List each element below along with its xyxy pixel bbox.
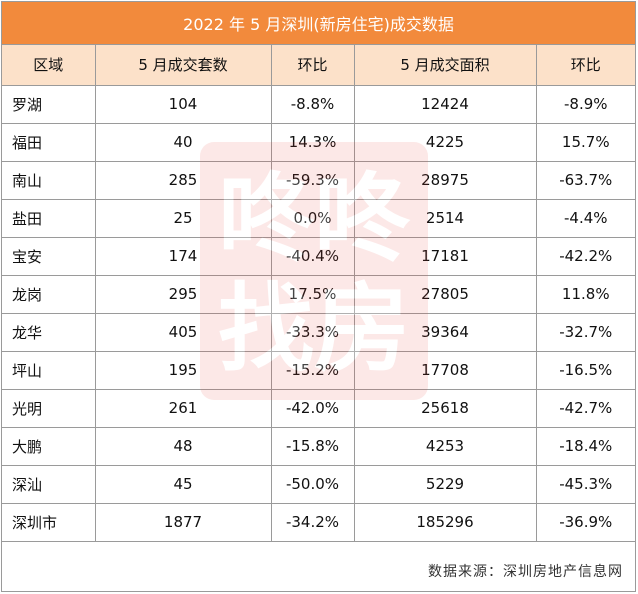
- area-sold-cell: 25618: [353, 388, 537, 428]
- units-mom-cell: -33.3%: [270, 312, 355, 352]
- header-units-sold: 5 月成交套数: [94, 45, 272, 86]
- units-mom-cell: -8.8%: [270, 84, 355, 124]
- area-mom-cell: -42.7%: [535, 388, 635, 428]
- region-cell: 龙华: [2, 312, 96, 352]
- area-sold-cell: 4253: [353, 426, 537, 466]
- area-sold-cell: 2514: [353, 198, 537, 238]
- header-area-sold: 5 月成交面积: [353, 45, 537, 86]
- table-row: 光明 261 -42.0% 25618 -42.7%: [2, 388, 635, 428]
- units-sold-cell: 405: [94, 312, 272, 352]
- area-mom-cell: 15.7%: [535, 122, 635, 162]
- units-mom-cell: -15.2%: [270, 350, 355, 390]
- table-row: 坪山 195 -15.2% 17708 -16.5%: [2, 350, 635, 390]
- region-cell: 龙岗: [2, 274, 96, 314]
- units-sold-cell: 104: [94, 84, 272, 124]
- region-cell: 坪山: [2, 350, 96, 390]
- units-mom-cell: -40.4%: [270, 236, 355, 276]
- units-mom-cell: -15.8%: [270, 426, 355, 466]
- units-mom-cell: -42.0%: [270, 388, 355, 428]
- table-row: 龙华 405 -33.3% 39364 -32.7%: [2, 312, 635, 352]
- area-sold-cell: 39364: [353, 312, 537, 352]
- units-sold-cell: 40: [94, 122, 272, 162]
- units-mom-cell: -59.3%: [270, 160, 355, 200]
- area-sold-cell: 185296: [353, 502, 537, 542]
- table-row: 深圳市 1877 -34.2% 185296 -36.9%: [2, 502, 635, 542]
- area-mom-cell: -32.7%: [535, 312, 635, 352]
- table-row: 罗湖 104 -8.8% 12424 -8.9%: [2, 84, 635, 124]
- units-mom-cell: 17.5%: [270, 274, 355, 314]
- units-mom-cell: 14.3%: [270, 122, 355, 162]
- area-sold-cell: 4225: [353, 122, 537, 162]
- area-mom-cell: -18.4%: [535, 426, 635, 466]
- area-mom-cell: -4.4%: [535, 198, 635, 238]
- area-sold-cell: 12424: [353, 84, 537, 124]
- units-mom-cell: -34.2%: [270, 502, 355, 542]
- table-row: 南山 285 -59.3% 28975 -63.7%: [2, 160, 635, 200]
- units-mom-cell: -50.0%: [270, 464, 355, 504]
- table-row: 深汕 45 -50.0% 5229 -45.3%: [2, 464, 635, 504]
- region-cell: 大鹏: [2, 426, 96, 466]
- area-mom-cell: 11.8%: [535, 274, 635, 314]
- region-cell: 罗湖: [2, 84, 96, 124]
- area-sold-cell: 17181: [353, 236, 537, 276]
- table-row: 福田 40 14.3% 4225 15.7%: [2, 122, 635, 162]
- area-mom-cell: -42.2%: [535, 236, 635, 276]
- area-mom-cell: -8.9%: [535, 84, 635, 124]
- header-region: 区域: [2, 45, 96, 86]
- table-row: 大鹏 48 -15.8% 4253 -18.4%: [2, 426, 635, 466]
- units-sold-cell: 195: [94, 350, 272, 390]
- region-cell: 深圳市: [2, 502, 96, 542]
- area-mom-cell: -63.7%: [535, 160, 635, 200]
- sales-data-table: 区域 5 月成交套数 环比 5 月成交面积 环比 罗湖 104 -8.8% 12424…: [2, 45, 635, 542]
- area-sold-cell: 27805: [353, 274, 537, 314]
- data-source-note: 数据来源：深圳房地产信息网: [428, 564, 623, 580]
- region-cell: 福田: [2, 122, 96, 162]
- table-row: 宝安 174 -40.4% 17181 -42.2%: [2, 236, 635, 276]
- area-sold-cell: 28975: [353, 160, 537, 200]
- table-row: 盐田 25 0.0% 2514 -4.4%: [2, 198, 635, 238]
- region-cell: 南山: [2, 160, 96, 200]
- region-cell: 光明: [2, 388, 96, 428]
- area-sold-cell: 5229: [353, 464, 537, 504]
- header-row: 区域 5 月成交套数 环比 5 月成交面积 环比: [2, 45, 635, 86]
- region-cell: 宝安: [2, 236, 96, 276]
- region-cell: 盐田: [2, 198, 96, 238]
- units-sold-cell: 174: [94, 236, 272, 276]
- units-sold-cell: 45: [94, 464, 272, 504]
- units-mom-cell: 0.0%: [270, 198, 355, 238]
- area-sold-cell: 17708: [353, 350, 537, 390]
- units-sold-cell: 261: [94, 388, 272, 428]
- units-sold-cell: 285: [94, 160, 272, 200]
- region-cell: 深汕: [2, 464, 96, 504]
- area-mom-cell: -45.3%: [535, 464, 635, 504]
- header-area-mom: 环比: [535, 45, 635, 86]
- header-units-mom: 环比: [270, 45, 355, 86]
- units-sold-cell: 25: [94, 198, 272, 238]
- table-title: 2022 年 5 月深圳(新房住宅)成交数据: [2, 2, 635, 45]
- units-sold-cell: 1877: [94, 502, 272, 542]
- area-mom-cell: -36.9%: [535, 502, 635, 542]
- units-sold-cell: 48: [94, 426, 272, 466]
- area-mom-cell: -16.5%: [535, 350, 635, 390]
- table-row: 龙岗 295 17.5% 27805 11.8%: [2, 274, 635, 314]
- units-sold-cell: 295: [94, 274, 272, 314]
- table-body: 罗湖 104 -8.8% 12424 -8.9% 福田 40 14.3% 4225 15.7% 南山…: [2, 84, 635, 542]
